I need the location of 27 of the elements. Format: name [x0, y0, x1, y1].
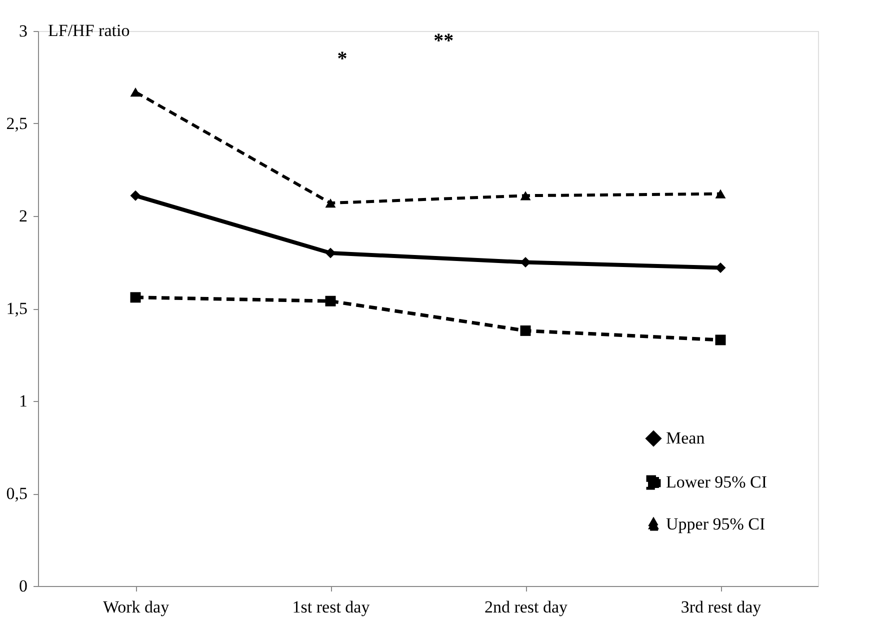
legend-label: Mean: [666, 428, 706, 448]
point: [325, 296, 336, 306]
point: [325, 198, 336, 208]
point: [130, 190, 141, 201]
y-tick-label: 1: [19, 392, 28, 410]
y-tick-label: 1,5: [6, 299, 28, 318]
y-tick-label: 0,5: [6, 484, 28, 503]
x-tick-label: 2nd rest day: [484, 598, 568, 616]
y-tick-label: 2,5: [6, 114, 28, 133]
annotation: *: [337, 48, 348, 70]
point: [130, 292, 141, 303]
legend-label: Lower 95% CI: [666, 472, 768, 492]
point: [325, 248, 336, 258]
x-tick-label: 1st rest day: [292, 598, 370, 616]
x-tick-label: 3rd rest day: [680, 598, 762, 616]
y-axis-title: LF/HF ratio: [48, 21, 130, 40]
y-tick-label: 0: [19, 576, 28, 596]
y-tick-label: 2: [19, 206, 28, 226]
legend-label: Upper 95% CI: [666, 514, 766, 534]
y-tick-label: 3: [19, 22, 28, 40]
x-tick-label: Work day: [102, 598, 170, 616]
point: [715, 334, 726, 346]
point: [130, 88, 141, 97]
point: [520, 325, 531, 336]
point: [715, 189, 726, 198]
point: [520, 191, 531, 200]
annotation: **: [434, 30, 454, 52]
